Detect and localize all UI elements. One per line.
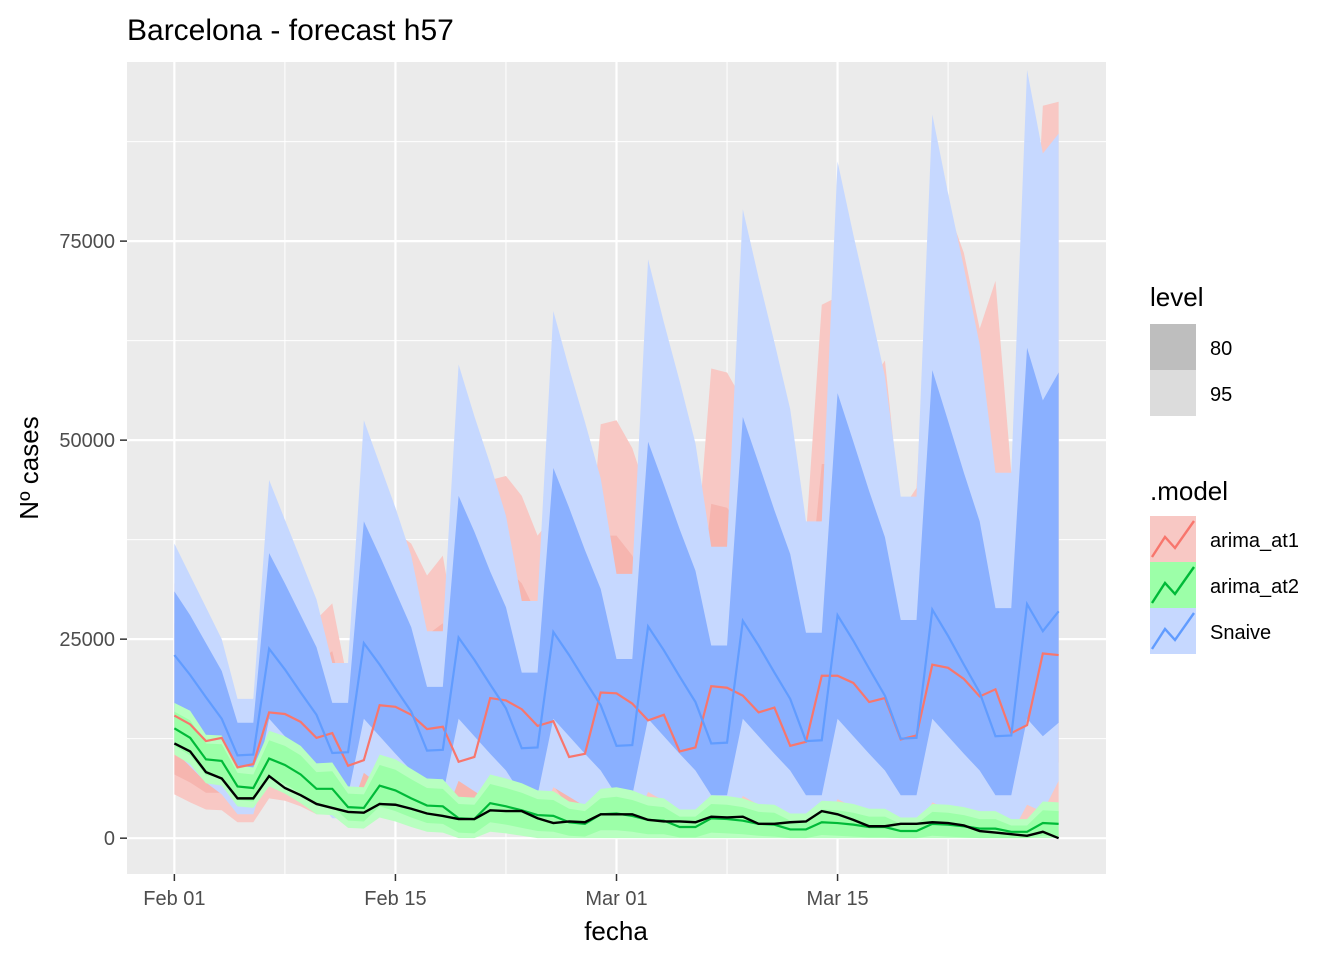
legend: level 80 95 .model arima_at1 arima_at2 Snaive xyxy=(1150,282,1299,654)
legend-label-model: arima_at1 xyxy=(1210,530,1299,552)
arima-at1-line xyxy=(173,652,1059,769)
x-tick-label: Feb 01 xyxy=(143,888,205,910)
legend-line-arima_at2 xyxy=(1150,566,1195,604)
chart-title: Barcelona - forecast h57 xyxy=(127,14,454,47)
y-tick-label: 25000 xyxy=(59,629,115,651)
snaive-band-80 xyxy=(174,347,1059,796)
legend-line-arima_at1 xyxy=(1150,520,1195,558)
x-axis-title: fecha xyxy=(584,916,648,946)
axes: 0 25000 50000 75000 Feb 01 Feb 15 Mar 01 Mar 15 xyxy=(59,231,868,910)
arima-at2-band-80 xyxy=(174,711,1059,839)
y-axis-title: Nº cases xyxy=(14,416,44,519)
legend-line-Snaive xyxy=(1150,612,1195,650)
legend-title-level: level xyxy=(1150,282,1203,312)
legend-label-level: 80 xyxy=(1210,338,1232,360)
legend-key-level-80 xyxy=(1150,324,1196,370)
forecast-bands xyxy=(174,69,1059,839)
legend-key-arima_at1 xyxy=(1150,516,1196,562)
x-tick-label: Mar 15 xyxy=(806,888,868,910)
legend-key-arima_at2 xyxy=(1150,562,1196,608)
legend-label-level: 95 xyxy=(1210,384,1232,406)
legend-key-level-95 xyxy=(1150,370,1196,416)
actual-line xyxy=(173,742,1060,840)
y-tick-label: 0 xyxy=(104,828,115,850)
legend-title-model: .model xyxy=(1150,476,1228,506)
x-tick-label: Feb 15 xyxy=(364,888,426,910)
forecast-lines xyxy=(173,600,1060,840)
y-tick-label: 75000 xyxy=(59,231,115,253)
snaive-line xyxy=(173,600,1060,757)
x-tick-label: Mar 01 xyxy=(585,888,647,910)
legend-label-model: Snaive xyxy=(1210,622,1271,644)
legend-label-model: arima_at2 xyxy=(1210,576,1299,598)
legend-key-Snaive xyxy=(1150,608,1196,654)
y-tick-label: 50000 xyxy=(59,430,115,452)
